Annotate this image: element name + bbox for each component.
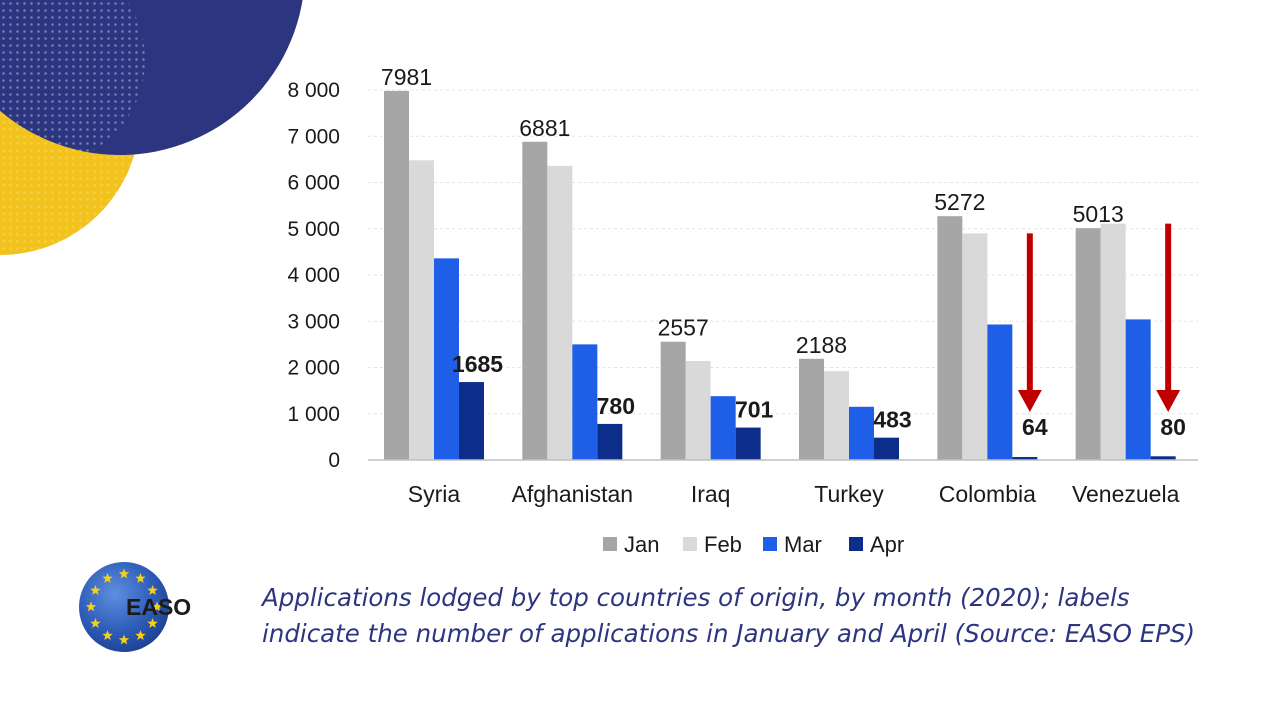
drop-arrows xyxy=(1017,223,1181,412)
jan-data-label: 5272 xyxy=(934,189,985,215)
y-tick-label: 5 000 xyxy=(287,218,340,241)
category-label: Turkey xyxy=(814,481,884,507)
legend-label-jan: Jan xyxy=(624,532,659,557)
logo-star xyxy=(135,572,146,583)
category-labels: Syria Afghanistan Iraq Turkey Colombia Venezu… xyxy=(408,481,1180,507)
bar-afghanistan-jan xyxy=(522,141,548,460)
bar-venezuela-mar xyxy=(1125,319,1151,460)
bar-chart: 0 1 000 2 000 3 000 4 000 5 000 6 000 7 000 8 00… xyxy=(287,64,1198,557)
legend-swatch-mar xyxy=(763,537,777,551)
apr-data-label: 80 xyxy=(1160,414,1186,440)
logo-star xyxy=(102,630,113,640)
bar-venezuela-jan xyxy=(1075,228,1101,460)
corner-decoration xyxy=(0,0,303,255)
jan-data-label: 2188 xyxy=(796,332,847,358)
bar-afghanistan-apr xyxy=(597,423,623,460)
apr-data-label: 780 xyxy=(597,393,635,419)
apr-data-label: 701 xyxy=(735,397,774,423)
logo-star xyxy=(85,601,97,612)
bars xyxy=(384,90,1176,461)
bar-afghanistan-feb xyxy=(547,165,573,460)
bar-turkey-jan xyxy=(799,358,824,460)
logo-star xyxy=(118,634,130,645)
category-label: Venezuela xyxy=(1072,481,1180,507)
category-label: Colombia xyxy=(939,481,1036,507)
bar-colombia-apr xyxy=(1012,457,1038,460)
bar-iraq-jan xyxy=(660,341,686,460)
legend-label-feb: Feb xyxy=(704,532,742,557)
category-label: Iraq xyxy=(691,481,731,507)
category-label: Syria xyxy=(408,481,461,507)
caption-line-2: indicate the number of applications in J… xyxy=(262,619,1196,648)
y-axis-ticks: 0 1 000 2 000 3 000 4 000 5 000 6 000 7 000 8 00… xyxy=(287,79,340,472)
data-labels: 7981 1685 6881 780 2557 701 2188 483 5272 64 5013 8… xyxy=(381,64,1186,440)
y-tick-label: 0 xyxy=(328,449,340,472)
y-tick-label: 3 000 xyxy=(287,310,340,333)
category-label: Afghanistan xyxy=(512,481,633,507)
bar-iraq-apr xyxy=(735,427,761,460)
logo-star xyxy=(147,585,158,595)
y-tick-label: 2 000 xyxy=(287,357,340,380)
logo-star xyxy=(90,585,101,595)
bar-venezuela-apr xyxy=(1150,456,1176,460)
bar-syria-mar xyxy=(434,258,459,460)
logo-star xyxy=(118,568,130,579)
legend-label-apr: Apr xyxy=(870,532,904,557)
legend-swatch-feb xyxy=(683,537,697,551)
bar-iraq-feb xyxy=(685,361,711,460)
bar-turkey-feb xyxy=(824,371,849,460)
eu-stars-globe-icon xyxy=(79,562,169,652)
jan-data-label: 7981 xyxy=(381,64,432,90)
logo-text: EASO xyxy=(126,594,192,620)
caption-line-1: Applications lodged by top countries of … xyxy=(262,583,1130,612)
bar-colombia-mar xyxy=(987,324,1013,460)
bar-colombia-feb xyxy=(962,233,988,460)
legend: Jan Feb Mar Apr xyxy=(603,532,904,557)
y-tick-label: 1 000 xyxy=(287,403,340,426)
easo-logo: EASO xyxy=(78,560,208,656)
y-tick-label: 8 000 xyxy=(287,79,340,102)
jan-data-label: 6881 xyxy=(519,115,570,141)
apr-data-label: 483 xyxy=(873,407,911,433)
logo-star xyxy=(102,572,113,583)
legend-swatch-jan xyxy=(603,537,617,551)
apr-data-label: 1685 xyxy=(452,351,503,377)
drop-arrow-head xyxy=(1017,390,1042,412)
bar-afghanistan-mar xyxy=(572,344,598,460)
y-tick-label: 4 000 xyxy=(287,264,340,287)
bar-syria-feb xyxy=(409,160,434,461)
drop-arrow-head xyxy=(1156,390,1181,412)
logo-star xyxy=(151,601,163,612)
bar-turkey-apr xyxy=(874,437,899,460)
y-tick-label: 7 000 xyxy=(287,125,340,148)
y-tick-label: 6 000 xyxy=(287,172,340,195)
logo-star xyxy=(135,630,146,640)
jan-data-label: 5013 xyxy=(1073,201,1124,227)
bar-syria-jan xyxy=(384,90,409,460)
legend-swatch-apr xyxy=(849,537,863,551)
bar-iraq-mar xyxy=(710,396,736,460)
bar-turkey-mar xyxy=(849,406,874,460)
bar-colombia-jan xyxy=(937,216,963,460)
logo-star xyxy=(147,618,158,628)
jan-data-label: 2557 xyxy=(658,315,709,341)
bar-venezuela-feb xyxy=(1100,223,1126,460)
chart-caption: Applications lodged by top countries of … xyxy=(262,580,1262,652)
logo-star xyxy=(90,618,101,628)
apr-data-label: 64 xyxy=(1022,414,1048,440)
gridlines xyxy=(368,89,1198,415)
bar-syria-apr xyxy=(459,382,484,460)
legend-label-mar: Mar xyxy=(784,532,822,557)
